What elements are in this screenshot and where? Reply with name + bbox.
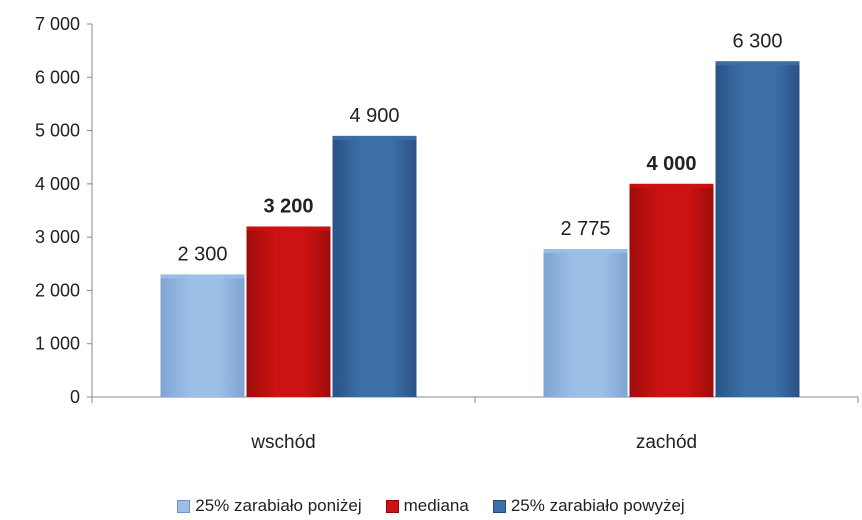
bar (543, 249, 628, 397)
data-label: 6 300 (732, 30, 782, 52)
y-tick-label: 1 000 (35, 334, 80, 354)
data-label: 3 200 (263, 195, 313, 217)
bar-top-highlight (246, 226, 331, 231)
bar (246, 226, 331, 397)
x-category-label: zachód (636, 432, 697, 453)
bar (629, 183, 714, 397)
bar-top-highlight (629, 183, 714, 188)
data-label: 2 300 (177, 243, 227, 265)
bar (332, 135, 417, 397)
legend-item-above: 25% zarabiało powyżej (492, 494, 685, 518)
legend: 25% zarabiało poniżej mediana 25% zarabi… (0, 494, 862, 518)
legend-label-above: 25% zarabiało powyżej (510, 496, 685, 515)
data-label: 2 775 (560, 218, 610, 240)
legend-swatch-above (492, 499, 506, 513)
legend-label-below: 25% zarabiało poniżej (195, 496, 362, 515)
y-tick-label: 5 000 (35, 121, 80, 141)
legend-swatch-median (385, 499, 399, 513)
bar-top-highlight (160, 274, 245, 279)
y-tick-label: 7 000 (35, 14, 80, 34)
bar-top-highlight (715, 61, 800, 66)
data-label: 4 900 (349, 105, 399, 127)
bar-top-highlight (332, 135, 417, 140)
y-tick-label: 0 (70, 387, 80, 407)
y-tick-label: 4 000 (35, 174, 80, 194)
bar (715, 61, 800, 398)
legend-item-below: 25% zarabiało poniżej (177, 494, 362, 518)
bar-top-highlight (543, 249, 628, 254)
y-tick-label: 3 000 (35, 227, 80, 247)
legend-swatch-below (177, 499, 191, 513)
data-label: 4 000 (646, 153, 696, 175)
legend-label-median: mediana (403, 496, 469, 515)
x-category-label: wschód (250, 432, 315, 453)
bar (160, 274, 245, 397)
bar-chart: 0 1 000 2 000 3 000 4 000 5 000 6 000 7 000 2 30… (35, 14, 859, 453)
y-tick-label: 2 000 (35, 280, 80, 300)
legend-item-median: mediana (385, 494, 469, 518)
y-tick-label: 6 000 (35, 67, 80, 87)
